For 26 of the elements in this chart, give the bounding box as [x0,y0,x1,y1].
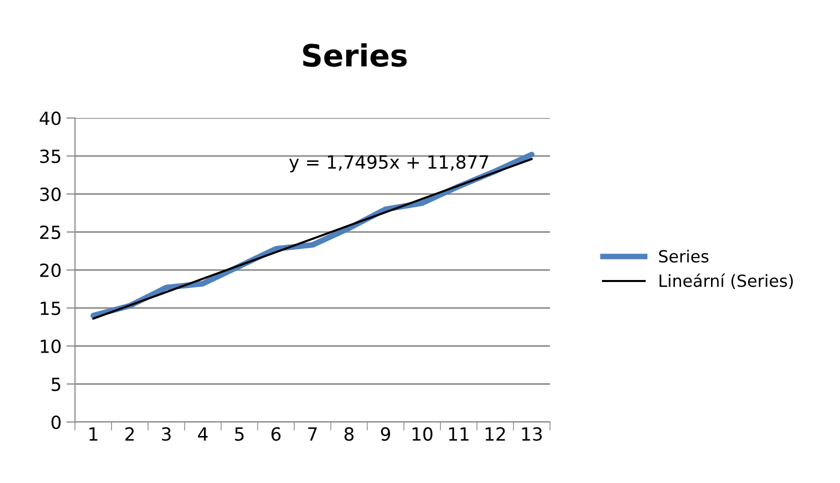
x-tick-label: 11 [449,427,468,441]
x-tick-label: 10 [412,427,432,441]
chart-title: Series [303,43,407,67]
y-tick-label: 20 [40,263,61,278]
x-tick-label: 8 [344,427,354,441]
y-tick-label: 40 [40,111,61,126]
x-tick-label: 6 [271,427,281,441]
x-tick-label: 9 [380,427,390,441]
legend-label: Series [659,250,708,263]
x-tick-label: 7 [308,427,317,441]
y-tick-label: 15 [40,302,60,316]
x-tick-label: 13 [522,427,542,441]
x-tick-label: 2 [125,427,134,441]
x-tick-label: 1 [90,427,98,441]
y-tick-label: 35 [40,149,60,164]
x-tick-label: 4 [198,427,208,441]
x-tick-label: 3 [162,427,171,441]
y-tick-label: 30 [40,187,61,202]
annotation: y = 1,7495x + 11,877 [289,155,488,172]
y-tick-label: 10 [40,339,61,354]
legend-label: Lineární (Series) [660,274,793,290]
x-tick-label: 12 [486,427,505,441]
y-tick-label: 5 [52,378,60,392]
y-tick-label: 25 [40,225,60,240]
x-tick-label: 5 [235,427,244,441]
y-tick-label: 0 [52,415,61,430]
